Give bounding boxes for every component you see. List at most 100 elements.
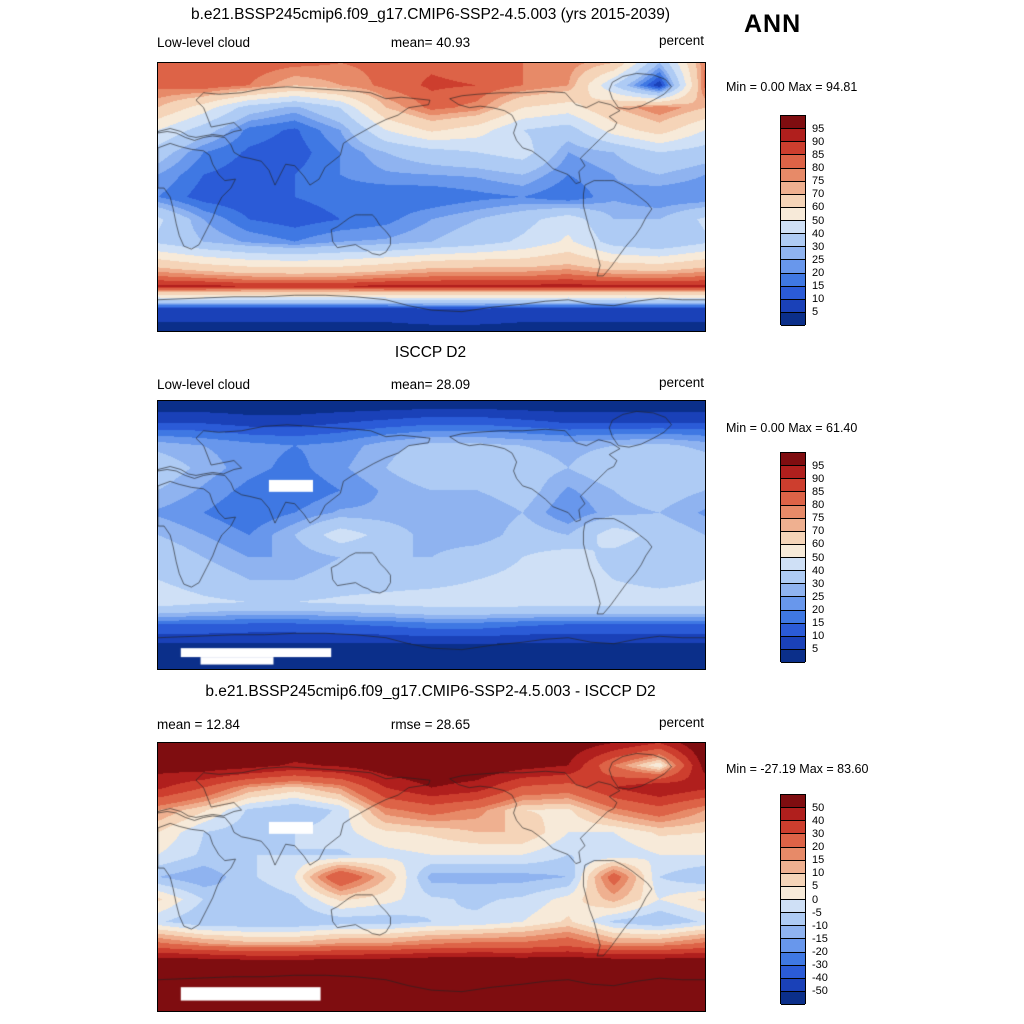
colorbar-box xyxy=(781,978,805,992)
colorbar-tick-label: 20 xyxy=(812,267,825,279)
colorbar-box xyxy=(781,808,805,822)
panel1-minmax-label: Min = 0.00 Max = 94.81 xyxy=(726,80,858,94)
colorbar-box xyxy=(781,234,805,248)
colorbar-box xyxy=(781,129,805,143)
colorbar-box xyxy=(781,834,805,848)
colorbar-tick-label: 70 xyxy=(812,188,825,201)
colorbar-tick-label: 75 xyxy=(812,175,825,188)
panel1-mean-label: mean= 40.93 xyxy=(390,35,471,50)
colorbar-box xyxy=(781,273,805,287)
colorbar-diff: 50 40 30 20 15 10 5 0 -5 -10 -15 -20 -30 -40 -50 xyxy=(780,794,828,1005)
colorbar-box xyxy=(781,597,805,611)
panel3-units-label: percent xyxy=(658,715,704,730)
colorbar-box xyxy=(781,505,805,519)
colorbar-tick-label: 5 xyxy=(812,880,819,893)
colorbar-box xyxy=(781,286,805,300)
colorbar-box xyxy=(781,795,805,809)
season-label: ANN xyxy=(744,10,802,38)
colorbar-tick-label: 50 xyxy=(812,551,825,564)
colorbar-tick-label: -40 xyxy=(812,972,828,985)
colorbar-box xyxy=(781,847,805,861)
colorbar-tick-label: 10 xyxy=(812,630,825,643)
colorbar-tick-label: 60 xyxy=(812,201,825,214)
colorbar-tick-label: 25 xyxy=(812,590,825,603)
panel2-units-label: percent xyxy=(658,375,704,390)
colorbar-tick-label: -10 xyxy=(812,919,828,932)
colorbar-tick-label: 75 xyxy=(812,512,825,525)
colorbar-box xyxy=(781,168,805,182)
colorbar-tick-label: 90 xyxy=(812,472,825,485)
panel2-title: ISCCP D2 xyxy=(394,344,467,361)
colorbar-tick-label: 30 xyxy=(812,827,825,840)
colorbar-tick-label: 85 xyxy=(812,148,825,161)
colorbar-box xyxy=(781,531,805,545)
colorbar-tick-label: 40 xyxy=(812,564,825,577)
colorbar-tick-label: 0 xyxy=(812,893,819,906)
colorbar-box xyxy=(781,142,805,156)
colorbar-tick-label: 20 xyxy=(812,604,825,616)
colorbar-box xyxy=(781,544,805,558)
colorbar-obs: 95 90 85 80 75 70 60 50 40 30 25 20 15 10 5 xyxy=(780,452,824,663)
colorbar-tick-label: 30 xyxy=(812,577,825,590)
colorbar-box xyxy=(781,991,805,1005)
colorbar-tick-label: 5 xyxy=(812,643,819,656)
colorbar-tick-label: -15 xyxy=(812,932,828,945)
colorbar-box xyxy=(781,860,805,874)
colorbar-box xyxy=(781,453,805,467)
map-canvas-model xyxy=(157,62,706,332)
colorbar-box xyxy=(781,952,805,966)
panel1-units-label: percent xyxy=(658,33,704,48)
colorbar-box xyxy=(781,886,805,900)
colorbar-tick-label: 10 xyxy=(812,867,825,880)
colorbar-model: 95 90 85 80 75 70 60 50 40 30 25 20 15 10 5 xyxy=(780,115,824,326)
colorbar-tick-label: 30 xyxy=(812,240,825,253)
colorbar-box xyxy=(781,584,805,598)
colorbar-box xyxy=(781,649,805,663)
colorbar-tick-label: 40 xyxy=(812,227,825,240)
colorbar-tick-label: 90 xyxy=(812,135,825,148)
colorbar-box xyxy=(781,116,805,130)
colorbar-tick-label: 60 xyxy=(812,538,825,551)
panel2-minmax-label: Min = 0.00 Max = 61.40 xyxy=(726,421,858,435)
colorbar-tick-label: 5 xyxy=(812,306,819,319)
colorbar-box xyxy=(781,913,805,927)
colorbar-tick-label: 95 xyxy=(812,122,825,135)
colorbar-box xyxy=(781,900,805,914)
panel2-variable-label: Low-level cloud xyxy=(157,377,251,392)
colorbar-box xyxy=(781,207,805,221)
colorbar-box xyxy=(781,821,805,835)
colorbar-box xyxy=(781,926,805,940)
map-canvas-obs xyxy=(157,400,706,670)
colorbar-tick-label: -20 xyxy=(812,946,828,958)
colorbar-box xyxy=(781,260,805,274)
colorbar-box xyxy=(781,571,805,585)
colorbar-box xyxy=(781,181,805,195)
colorbar-box xyxy=(781,312,805,326)
panel3-minmax-label: Min = -27.19 Max = 83.60 xyxy=(726,762,869,776)
colorbar-box xyxy=(781,873,805,887)
colorbar-box xyxy=(781,155,805,169)
colorbar-box xyxy=(781,299,805,313)
colorbar-tick-label: 50 xyxy=(812,801,825,814)
colorbar-tick-label: 15 xyxy=(812,854,825,867)
colorbar-box xyxy=(781,558,805,572)
colorbar-box xyxy=(781,610,805,624)
colorbar-tick-label: 15 xyxy=(812,617,825,630)
panel3-title: b.e21.BSSP245cmip6.f09_g17.CMIP6-SSP2-4.… xyxy=(205,683,656,700)
colorbar-tick-label: 80 xyxy=(812,499,825,511)
colorbar-tick-label: 10 xyxy=(812,293,825,306)
colorbar-box xyxy=(781,518,805,532)
colorbar-tick-label: 80 xyxy=(812,162,825,174)
colorbar-tick-label: 85 xyxy=(812,485,825,498)
colorbar-box xyxy=(781,965,805,979)
colorbar-box xyxy=(781,247,805,261)
colorbar-tick-label: 50 xyxy=(812,214,825,227)
colorbar-box xyxy=(781,221,805,235)
colorbar-box xyxy=(781,623,805,637)
panel2-mean-label: mean= 28.09 xyxy=(390,377,471,392)
map-canvas-diff xyxy=(157,742,706,1012)
colorbar-tick-label: 70 xyxy=(812,525,825,538)
panel3-mean-label: mean = 12.84 xyxy=(157,717,240,732)
colorbar-tick-label: 20 xyxy=(812,841,825,853)
